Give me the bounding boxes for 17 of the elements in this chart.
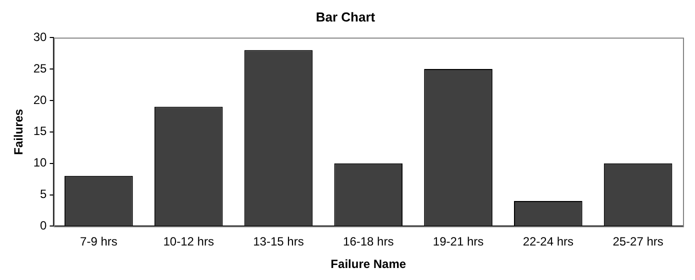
y-tick-label: 5: [40, 187, 48, 202]
x-tick-label: 16-18 hrs: [343, 234, 394, 249]
x-tick-label: 22-24 hrs: [522, 234, 574, 249]
y-axis-title: Failures: [12, 108, 26, 155]
y-tick-label: 30: [33, 30, 48, 44]
x-tick-label: 10-12 hrs: [163, 234, 214, 249]
y-tick-label: 20: [33, 92, 48, 107]
y-tick-label: 25: [33, 61, 48, 76]
y-tick-label: 0: [40, 218, 48, 233]
x-tick-label: 19-21 hrs: [432, 234, 484, 249]
chart-title: Bar Chart: [316, 9, 376, 24]
y-tick-label: 10: [33, 156, 48, 170]
x-tick-label: 7-9 hrs: [80, 234, 118, 249]
x-tick-label: 25-27 hrs: [612, 234, 664, 249]
x-axis-title: Failure Name: [330, 257, 406, 272]
x-tick-label: 13-15 hrs: [253, 234, 304, 249]
y-tick-label: 15: [33, 124, 48, 138]
